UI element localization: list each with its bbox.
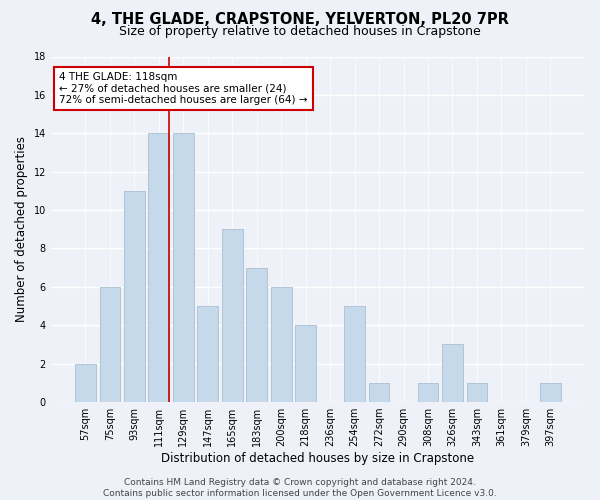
Bar [442,344,463,402]
Bar [197,306,218,402]
Bar [124,191,145,402]
Bar [148,134,169,402]
Bar [540,383,561,402]
Bar [222,230,242,402]
Bar [75,364,96,402]
Bar [100,287,121,402]
Bar [295,326,316,402]
Bar [247,268,267,402]
Text: Size of property relative to detached houses in Crapstone: Size of property relative to detached ho… [119,25,481,38]
Text: 4 THE GLADE: 118sqm
← 27% of detached houses are smaller (24)
72% of semi-detach: 4 THE GLADE: 118sqm ← 27% of detached ho… [59,72,307,106]
Bar [368,383,389,402]
Y-axis label: Number of detached properties: Number of detached properties [15,136,28,322]
Bar [271,287,292,402]
Text: 4, THE GLADE, CRAPSTONE, YELVERTON, PL20 7PR: 4, THE GLADE, CRAPSTONE, YELVERTON, PL20… [91,12,509,28]
Bar [467,383,487,402]
X-axis label: Distribution of detached houses by size in Crapstone: Distribution of detached houses by size … [161,452,475,465]
Bar [173,134,194,402]
Bar [418,383,439,402]
Text: Contains HM Land Registry data © Crown copyright and database right 2024.
Contai: Contains HM Land Registry data © Crown c… [103,478,497,498]
Bar [344,306,365,402]
